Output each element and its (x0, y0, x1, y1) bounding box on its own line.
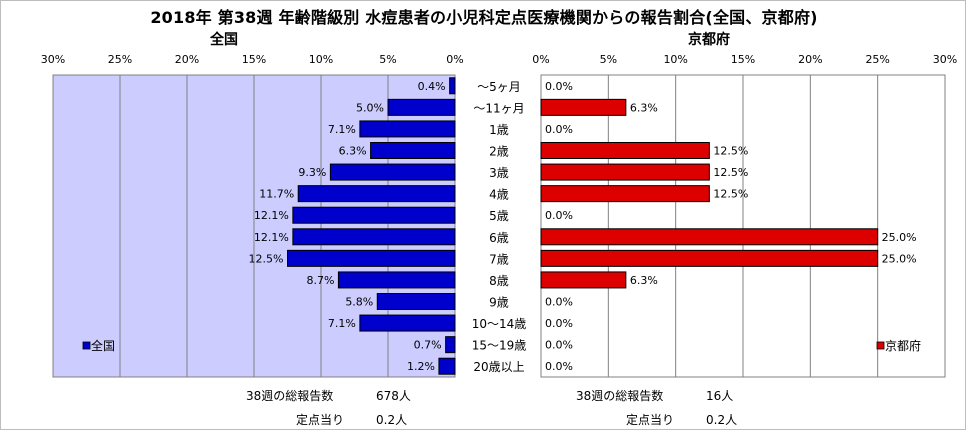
kyoto-bar (540, 98, 627, 116)
x-tick-label: 20% (798, 53, 822, 66)
x-tick-label: 0% (532, 53, 549, 66)
category-label: 15～19歳 (472, 339, 527, 353)
kyoto-bar (540, 271, 627, 289)
kyoto-total-label: 38週の総報告数 (576, 389, 664, 403)
data-label: 25.0% (882, 231, 917, 244)
national-bar (449, 77, 456, 95)
data-label: 12.5% (249, 252, 284, 265)
kyoto-total-value: 16人 (706, 389, 734, 403)
kyoto-per-label: 定点当り (626, 413, 675, 427)
category-label: 4歳 (489, 188, 509, 202)
national-plot-area: 0%5%10%15%20%25%30%0.4%5.0%7.1%6.3%9.3%1… (41, 53, 464, 378)
x-tick-label: 30% (933, 53, 957, 66)
national-bar (370, 142, 456, 159)
kyoto-plot-area: 0% 5% 10% 15% 20% 25% 30% 0.0% 6.3% 0.0% 12.5% 12.5… (532, 53, 957, 378)
x-tick-label: 25% (865, 53, 889, 66)
national-bar (376, 293, 456, 310)
national-per-label: 定点当り (296, 413, 345, 427)
legend-label: 京都府 (885, 338, 921, 353)
x-tick-label: 15% (731, 53, 755, 66)
category-label: 7歳 (489, 252, 509, 266)
category-label: 3歳 (489, 166, 509, 180)
x-tick-label: 25% (108, 53, 132, 66)
data-label: 0.0% (545, 339, 573, 352)
data-label: 0.0% (545, 296, 573, 309)
data-label: 1.2% (407, 360, 435, 373)
data-label: 6.3% (630, 274, 658, 287)
legend-swatch (876, 341, 885, 350)
data-label: 0.0% (545, 80, 573, 93)
x-tick-label: 30% (41, 53, 65, 66)
x-tick-label: 0% (446, 53, 463, 66)
legend-swatch (82, 341, 91, 350)
category-label: 6歳 (489, 231, 509, 245)
x-tick-label: 15% (242, 53, 266, 66)
kyoto-bar (540, 185, 710, 203)
category-label: 20歳以上 (473, 360, 524, 374)
category-label: 9歳 (489, 296, 509, 310)
data-label: 5.0% (356, 101, 384, 114)
kyoto-panel-title: 京都府 (688, 32, 730, 48)
data-label: 0.0% (545, 360, 573, 373)
national-bar (292, 228, 456, 246)
x-tick-label: 20% (175, 53, 199, 66)
national-total-label: 38週の総報告数 (246, 389, 334, 403)
x-tick-label: 5% (379, 53, 396, 66)
category-label: 10～14歳 (472, 317, 527, 331)
data-label: 7.1% (328, 317, 356, 330)
category-label: 2歳 (489, 145, 509, 159)
data-label: 12.5% (713, 188, 748, 201)
data-label: 5.8% (345, 296, 373, 309)
category-label: ～11ヶ月 (473, 101, 524, 115)
data-label: 12.5% (713, 145, 748, 158)
kyoto-bar (540, 142, 710, 159)
data-label: 6.3% (339, 145, 367, 158)
data-label: 6.3% (630, 101, 658, 114)
national-panel-title: 全国 (210, 32, 238, 48)
data-label: 0.7% (414, 339, 442, 352)
national-total-value: 678人 (376, 389, 411, 403)
category-label: 8歳 (489, 274, 509, 288)
x-tick-label: 10% (663, 53, 687, 66)
national-bar (297, 185, 456, 203)
national-bar (438, 357, 456, 375)
data-label: 0.0% (545, 123, 573, 136)
data-label: 12.1% (254, 209, 289, 222)
category-label: 5歳 (489, 209, 509, 223)
national-bar (292, 206, 456, 224)
x-tick-label: 5% (600, 53, 617, 66)
national-bar (329, 163, 456, 181)
national-per-value: 0.2人 (376, 413, 408, 427)
data-label: 12.1% (254, 231, 289, 244)
national-bar (287, 249, 456, 267)
legend-label: 全国 (91, 338, 115, 353)
national-bar (359, 314, 456, 332)
data-label: 9.3% (298, 166, 326, 179)
kyoto-bar (540, 249, 879, 267)
data-label: 25.0% (882, 252, 917, 265)
kyoto-bar (540, 228, 879, 246)
data-label: 7.1% (328, 123, 356, 136)
x-tick-label: 10% (309, 53, 333, 66)
national-bar (445, 336, 456, 354)
kyoto-per-value: 0.2人 (706, 413, 738, 427)
kyoto-bar (540, 163, 710, 181)
data-label: 12.5% (713, 166, 748, 179)
category-label: 1歳 (489, 123, 509, 137)
category-label: ～5ヶ月 (477, 80, 521, 94)
national-bar (337, 271, 456, 289)
data-label: 0.0% (545, 317, 573, 330)
age-category-labels: ～5ヶ月 ～11ヶ月 1歳 2歳 3歳 4歳 5歳 6歳 7歳 8歳 9歳 10～14歳 15～19歳 2… (472, 80, 527, 374)
national-bar (359, 120, 456, 138)
national-bar (387, 98, 456, 116)
data-label: 0.0% (545, 209, 573, 222)
data-label: 8.7% (306, 274, 334, 287)
data-label: 11.7% (259, 188, 294, 201)
data-label: 0.4% (418, 80, 446, 93)
chart-title: 2018年 第38週 年齢階級別 水痘患者の小児科定点医療機関からの報告割合(全… (150, 8, 818, 27)
